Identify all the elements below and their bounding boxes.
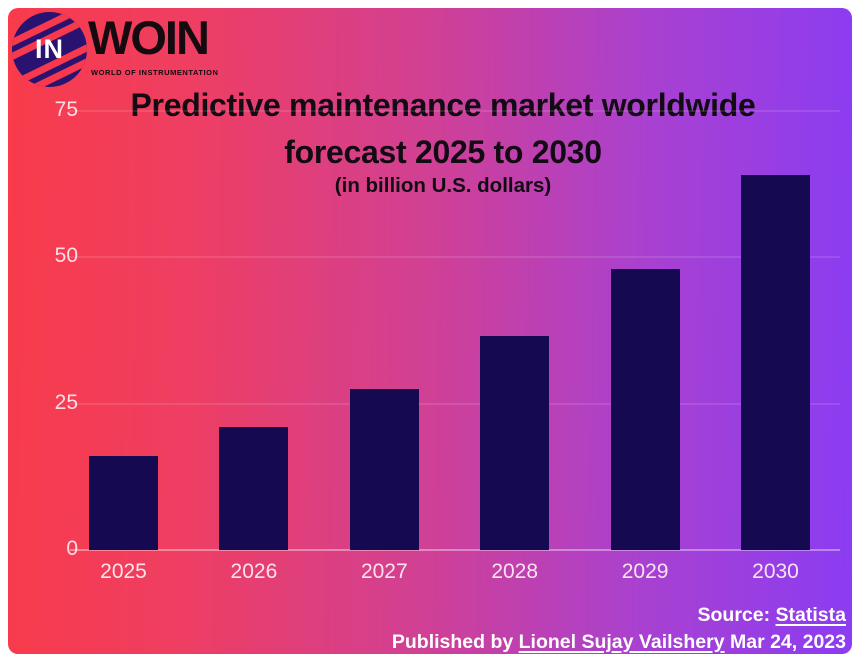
gridline-50 — [68, 256, 840, 259]
brand-tagline: WORLD OF INSTRUMENTATION — [91, 68, 219, 77]
x-tick-label-2030: 2030 — [752, 560, 799, 583]
gridline-25 — [68, 402, 840, 405]
published-line: Published by Lionel Sujay Vailshery Mar … — [392, 631, 846, 654]
bar-2028 — [480, 336, 550, 550]
brand-name: WOIN — [88, 11, 210, 64]
x-tick-label-2028: 2028 — [491, 560, 539, 583]
published-prefix: Published by — [391, 631, 514, 653]
plot-area: 0 25 50 75 2025 2026 2027 2028 2029 2030 — [8, 8, 852, 654]
logo-monogram: IN — [35, 34, 64, 64]
chart-title-line-1: Predictive maintenance market worldwide — [130, 87, 756, 123]
y-tick-label-0: 0 — [66, 537, 78, 560]
x-tick-label-2025: 2025 — [100, 560, 147, 583]
published-date: Mar 24, 2023 — [729, 631, 846, 653]
y-tick-label-25: 25 — [54, 390, 78, 414]
source-prefix: Source: — [697, 604, 771, 626]
source-line: Source: Statista — [698, 604, 846, 627]
bar-2030 — [741, 175, 810, 550]
x-tick-label-2029: 2029 — [621, 560, 669, 583]
chart-subtitle: (in billion U.S. dollars) — [334, 174, 552, 197]
infographic-canvas: IN WOIN WORLD OF INSTRUMENTATION Predict… — [8, 8, 852, 654]
source-link[interactable]: Statista — [775, 604, 846, 626]
x-axis-baseline — [70, 549, 840, 551]
bar-2026 — [219, 427, 289, 550]
x-tick-label-2027: 2027 — [360, 560, 408, 583]
y-tick-label-75: 75 — [54, 97, 78, 121]
bar-2029 — [610, 268, 680, 550]
author-link[interactable]: Lionel Sujay Vailshery — [518, 631, 725, 653]
x-tick-label-2026: 2026 — [230, 560, 278, 583]
bar-2025 — [89, 456, 158, 550]
woin-logo-icon: IN — [12, 12, 87, 87]
gridline-75 — [68, 109, 840, 112]
bar-2027 — [349, 388, 419, 550]
y-tick-label-50: 50 — [54, 244, 78, 268]
chart-title-line-2: forecast 2025 to 2030 — [284, 134, 602, 170]
